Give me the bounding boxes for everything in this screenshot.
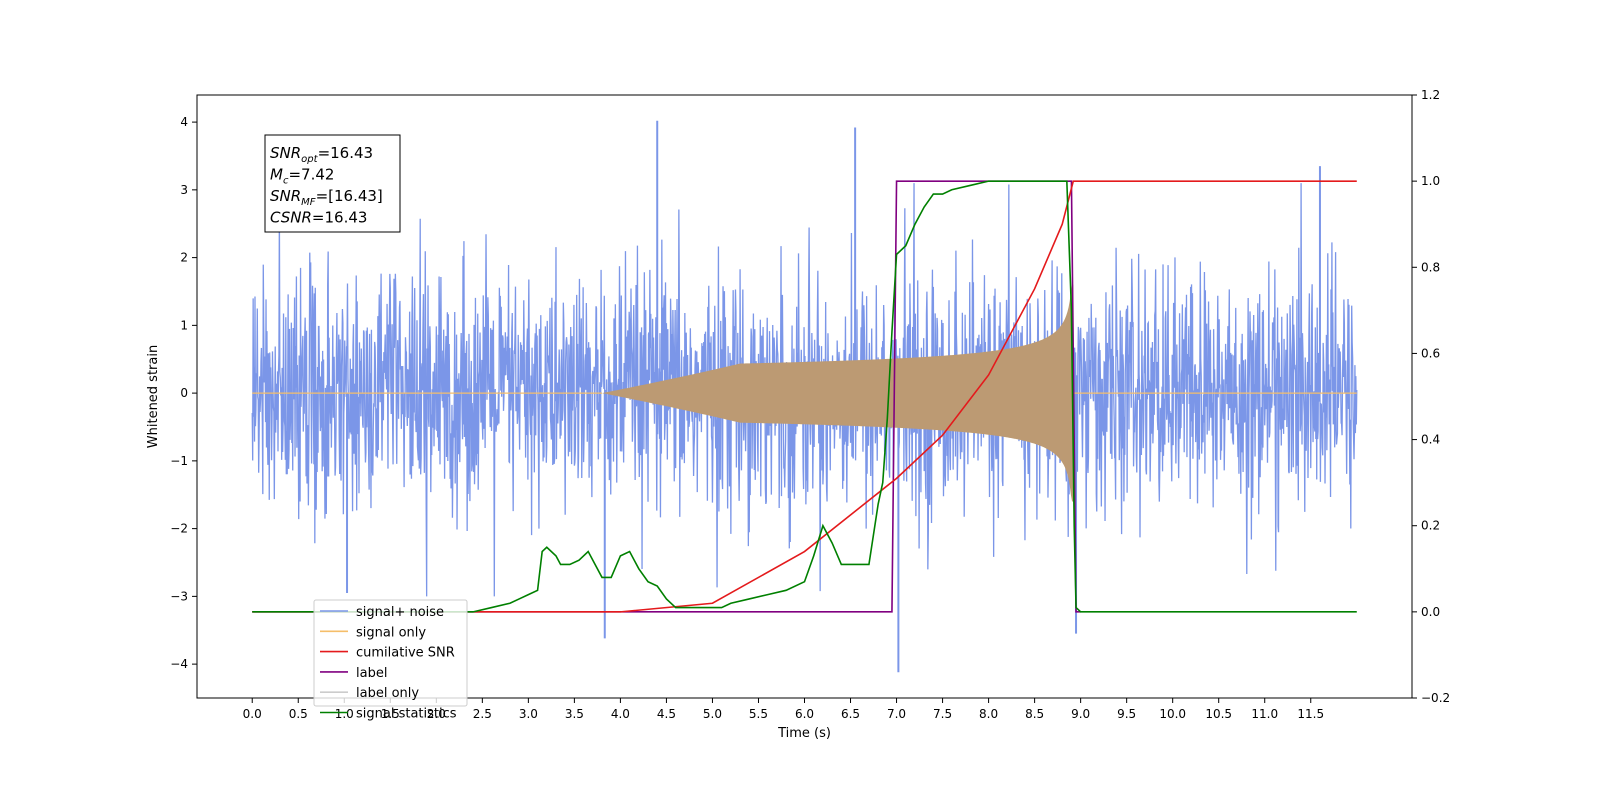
legend-frame bbox=[313, 599, 468, 707]
annotation-symbol: M bbox=[270, 166, 283, 184]
legend-entry: signal only bbox=[356, 625, 426, 640]
annotation-value: =7.42 bbox=[288, 166, 334, 184]
legend: signal+ noise signal only cumilative SNR la… bbox=[313, 599, 468, 722]
x-tick-label: 6.0 bbox=[795, 707, 814, 721]
y-axis-ticks: −4 −3 −2 −1 0 1 2 3 4 bbox=[170, 115, 197, 671]
y2-tick-label: 0.6 bbox=[1421, 346, 1440, 360]
y2-tick-label: 0.0 bbox=[1421, 605, 1440, 619]
annotation-line: SNRopt=16.43 bbox=[270, 144, 373, 165]
y2-tick-label: 1.0 bbox=[1421, 174, 1440, 188]
y-tick-label: 1 bbox=[180, 318, 188, 332]
legend-entry: signal+ noise bbox=[356, 605, 444, 620]
x-tick-label: 11.5 bbox=[1297, 707, 1324, 721]
snr-annotation-box: SNRopt=16.43Mc=7.42SNRMF=[16.43]CSNR=16.… bbox=[264, 134, 401, 233]
x-tick-label: 3.5 bbox=[565, 707, 584, 721]
x-tick-label: 9.0 bbox=[1071, 707, 1090, 721]
y-tick-label: 2 bbox=[180, 251, 188, 265]
x-tick-label: 1.0 bbox=[335, 707, 354, 721]
series-signal-only bbox=[252, 284, 1357, 502]
annotation-symbol: CSNR bbox=[270, 209, 312, 227]
x-tick-label: 8.5 bbox=[1025, 707, 1044, 721]
x-tick-label: 2.0 bbox=[427, 707, 446, 721]
right-axis-series bbox=[252, 180, 1357, 613]
y-tick-label: 3 bbox=[180, 183, 188, 197]
y-axis-label: Whitened strain bbox=[146, 345, 161, 448]
x-tick-label: 0.5 bbox=[289, 707, 308, 721]
y-tick-label: 4 bbox=[180, 115, 188, 129]
series-signal-statistics-line bbox=[252, 180, 1357, 613]
x-tick-label: 5.5 bbox=[749, 707, 768, 721]
annotation-subscript: opt bbox=[301, 154, 318, 165]
y-tick-label: −1 bbox=[170, 454, 188, 468]
y-tick-label: −3 bbox=[170, 589, 188, 603]
annotation-value: =16.43 bbox=[318, 144, 374, 162]
legend-entry: label only bbox=[356, 686, 419, 701]
annotation-line: CSNR=16.43 bbox=[270, 209, 367, 227]
y2-tick-label: 1.2 bbox=[1421, 88, 1440, 102]
x-tick-label: 3.0 bbox=[519, 707, 538, 721]
x-tick-label: 2.5 bbox=[473, 707, 492, 721]
annotation-line: SNRMF=[16.43] bbox=[270, 187, 383, 208]
x-axis-label: Time (s) bbox=[777, 726, 831, 741]
y-tick-label: −4 bbox=[170, 657, 188, 671]
annotation-subscript: MF bbox=[301, 197, 316, 208]
y-tick-label: −2 bbox=[170, 522, 188, 536]
legend-entry: signal statistics bbox=[356, 707, 457, 722]
annotation-symbol: SNR bbox=[270, 187, 301, 205]
signal-only-envelope bbox=[602, 284, 1074, 502]
x-tick-label: 10.5 bbox=[1205, 707, 1232, 721]
series-label-line bbox=[252, 180, 1081, 613]
y2-tick-label: 0.4 bbox=[1421, 433, 1440, 447]
x-tick-label: 8.0 bbox=[979, 707, 998, 721]
y2-tick-label: 0.8 bbox=[1421, 260, 1440, 274]
x-tick-label: 10.0 bbox=[1159, 707, 1186, 721]
x-tick-label: 7.0 bbox=[887, 707, 906, 721]
annotation-subscript: c bbox=[283, 176, 289, 187]
annotation-symbol: SNR bbox=[270, 144, 301, 162]
y2-tick-label: −0.2 bbox=[1421, 691, 1450, 705]
x-tick-label: 11.0 bbox=[1251, 707, 1278, 721]
annotation-line: Mc=7.42 bbox=[270, 166, 334, 187]
y2-tick-label: 0.2 bbox=[1421, 519, 1440, 533]
right-y-axis-ticks: −0.2 0.0 0.2 0.4 0.6 0.8 1.0 1.2 bbox=[1412, 88, 1450, 705]
x-tick-label: 0.0 bbox=[243, 707, 262, 721]
annotation-value: =16.43 bbox=[312, 209, 368, 227]
x-tick-label: 7.5 bbox=[933, 707, 952, 721]
x-tick-label: 6.5 bbox=[841, 707, 860, 721]
x-tick-label: 4.5 bbox=[657, 707, 676, 721]
x-tick-label: 4.0 bbox=[611, 707, 630, 721]
x-tick-label: 5.0 bbox=[703, 707, 722, 721]
legend-entry: label bbox=[356, 666, 387, 681]
y-tick-label: 0 bbox=[180, 386, 188, 400]
legend-entry: cumilative SNR bbox=[356, 646, 455, 661]
series-cumilative-snr-line bbox=[252, 180, 1357, 613]
annotation-frame bbox=[264, 134, 401, 233]
x-tick-label: 1.5 bbox=[381, 707, 400, 721]
x-tick-label: 9.5 bbox=[1117, 707, 1136, 721]
annotation-value: =[16.43] bbox=[316, 187, 383, 205]
